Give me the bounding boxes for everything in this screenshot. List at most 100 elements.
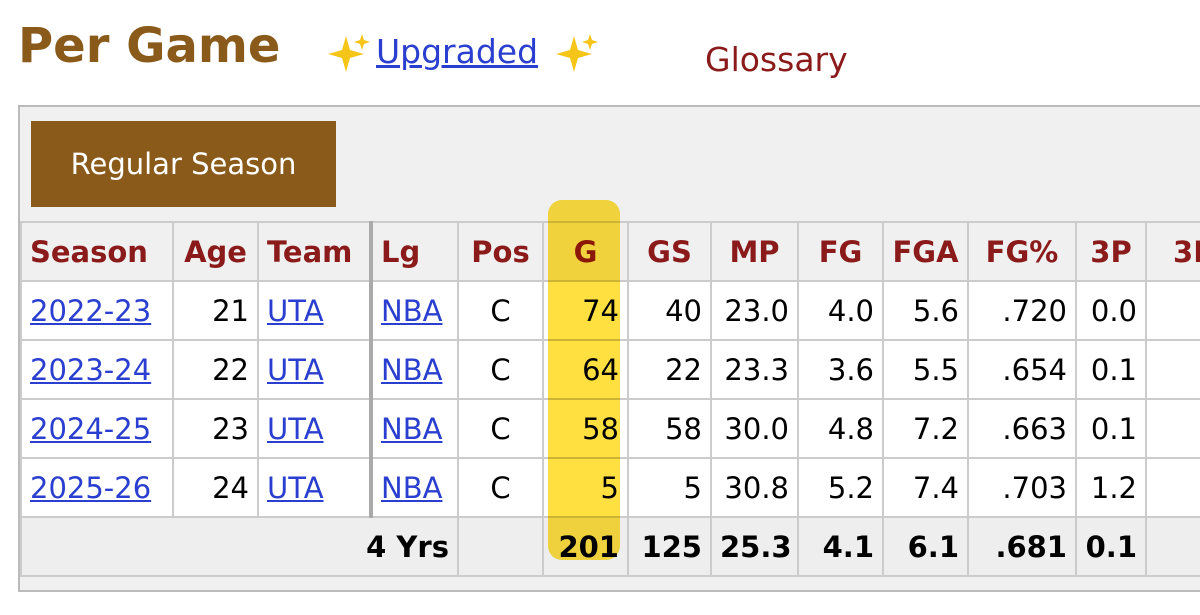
cell: .663 xyxy=(967,398,1077,459)
cell: 0 xyxy=(1145,398,1200,459)
season-link[interactable]: 2025-26 xyxy=(30,470,152,505)
upgraded-link[interactable]: Upgraded xyxy=(376,32,539,71)
cell: 23.0 xyxy=(710,280,799,341)
cell xyxy=(457,516,544,577)
cell: 2023-24 xyxy=(20,339,174,400)
column-header: GS xyxy=(627,221,712,282)
team-link[interactable]: UTA xyxy=(267,411,324,446)
total-cell: .681 xyxy=(967,516,1077,577)
cell: UTA xyxy=(257,339,373,400)
column-header: FGA xyxy=(882,221,969,282)
total-cell: 6.1 xyxy=(882,516,969,577)
cell: C xyxy=(457,398,544,459)
cell: 30.0 xyxy=(710,398,799,459)
league-link[interactable]: NBA xyxy=(381,411,443,446)
cell: .720 xyxy=(967,280,1077,341)
cell: 1.2 xyxy=(1075,457,1147,518)
total-label: 4 Yrs xyxy=(20,516,459,577)
cell: 2024-25 xyxy=(20,398,174,459)
cell: 5.5 xyxy=(882,339,969,400)
cell: 0.0 xyxy=(1075,280,1147,341)
column-header: Season xyxy=(20,221,174,282)
cell: 0.1 xyxy=(1075,339,1147,400)
total-cell: 4.1 xyxy=(797,516,884,577)
cell: 0 xyxy=(1145,339,1200,400)
cell: C xyxy=(457,280,544,341)
sparkle-icon xyxy=(556,34,598,72)
cell: C xyxy=(457,457,544,518)
cell: 1 xyxy=(1145,457,1200,518)
column-header: FG% xyxy=(967,221,1077,282)
cell: UTA xyxy=(257,457,373,518)
cell: 58 xyxy=(542,398,629,459)
sparkle-icon xyxy=(328,34,370,72)
cell: 23.3 xyxy=(710,339,799,400)
cell: NBA xyxy=(370,339,459,400)
cell: 5 xyxy=(627,457,712,518)
cell: 21 xyxy=(172,280,259,341)
cell: 22 xyxy=(627,339,712,400)
column-header: Age xyxy=(172,221,259,282)
cell: UTA xyxy=(257,398,373,459)
total-cell: 201 xyxy=(542,516,629,577)
column-header: Team xyxy=(257,221,373,282)
cell: UTA xyxy=(257,280,373,341)
cell: 2022-23 xyxy=(20,280,174,341)
cell: 4.8 xyxy=(797,398,884,459)
column-header: Pos xyxy=(457,221,544,282)
cell: 22 xyxy=(172,339,259,400)
team-link[interactable]: UTA xyxy=(267,293,324,328)
cell: NBA xyxy=(370,457,459,518)
team-link[interactable]: UTA xyxy=(267,352,324,387)
cell: 24 xyxy=(172,457,259,518)
cell: C xyxy=(457,339,544,400)
cell: 2025-26 xyxy=(20,457,174,518)
cell: 7.4 xyxy=(882,457,969,518)
cell: 23 xyxy=(172,398,259,459)
cell: NBA xyxy=(370,280,459,341)
cell: 30.8 xyxy=(710,457,799,518)
cell: 5.6 xyxy=(882,280,969,341)
cell: 4.0 xyxy=(797,280,884,341)
total-cell: 25.3 xyxy=(710,516,799,577)
cell: 5.2 xyxy=(797,457,884,518)
league-link[interactable]: NBA xyxy=(381,293,443,328)
total-cell: 0 xyxy=(1145,516,1200,577)
cell: .703 xyxy=(967,457,1077,518)
league-link[interactable]: NBA xyxy=(381,470,443,505)
cell: 0 xyxy=(1145,280,1200,341)
season-link[interactable]: 2023-24 xyxy=(30,352,152,387)
column-header: Lg xyxy=(370,221,459,282)
cell: 40 xyxy=(627,280,712,341)
column-header: FG xyxy=(797,221,884,282)
column-header: 3I xyxy=(1145,221,1200,282)
cell: 64 xyxy=(542,339,629,400)
total-cell: 125 xyxy=(627,516,712,577)
cell: 7.2 xyxy=(882,398,969,459)
glossary-link[interactable]: Glossary xyxy=(705,40,848,79)
column-header: G xyxy=(542,221,629,282)
season-link[interactable]: 2022-23 xyxy=(30,293,152,328)
season-link[interactable]: 2024-25 xyxy=(30,411,152,446)
stats-panel: Regular Season Season Age Team Lg Pos G GS MP FG… xyxy=(18,105,1200,592)
cell: 3.6 xyxy=(797,339,884,400)
cell: 0.1 xyxy=(1075,398,1147,459)
cell: 5 xyxy=(542,457,629,518)
column-header: MP xyxy=(710,221,799,282)
league-link[interactable]: NBA xyxy=(381,352,443,387)
regular-season-tab[interactable]: Regular Season xyxy=(31,121,336,207)
cell: 74 xyxy=(542,280,629,341)
team-link[interactable]: UTA xyxy=(267,470,324,505)
cell: .654 xyxy=(967,339,1077,400)
cell: 58 xyxy=(627,398,712,459)
total-cell: 0.1 xyxy=(1075,516,1147,577)
